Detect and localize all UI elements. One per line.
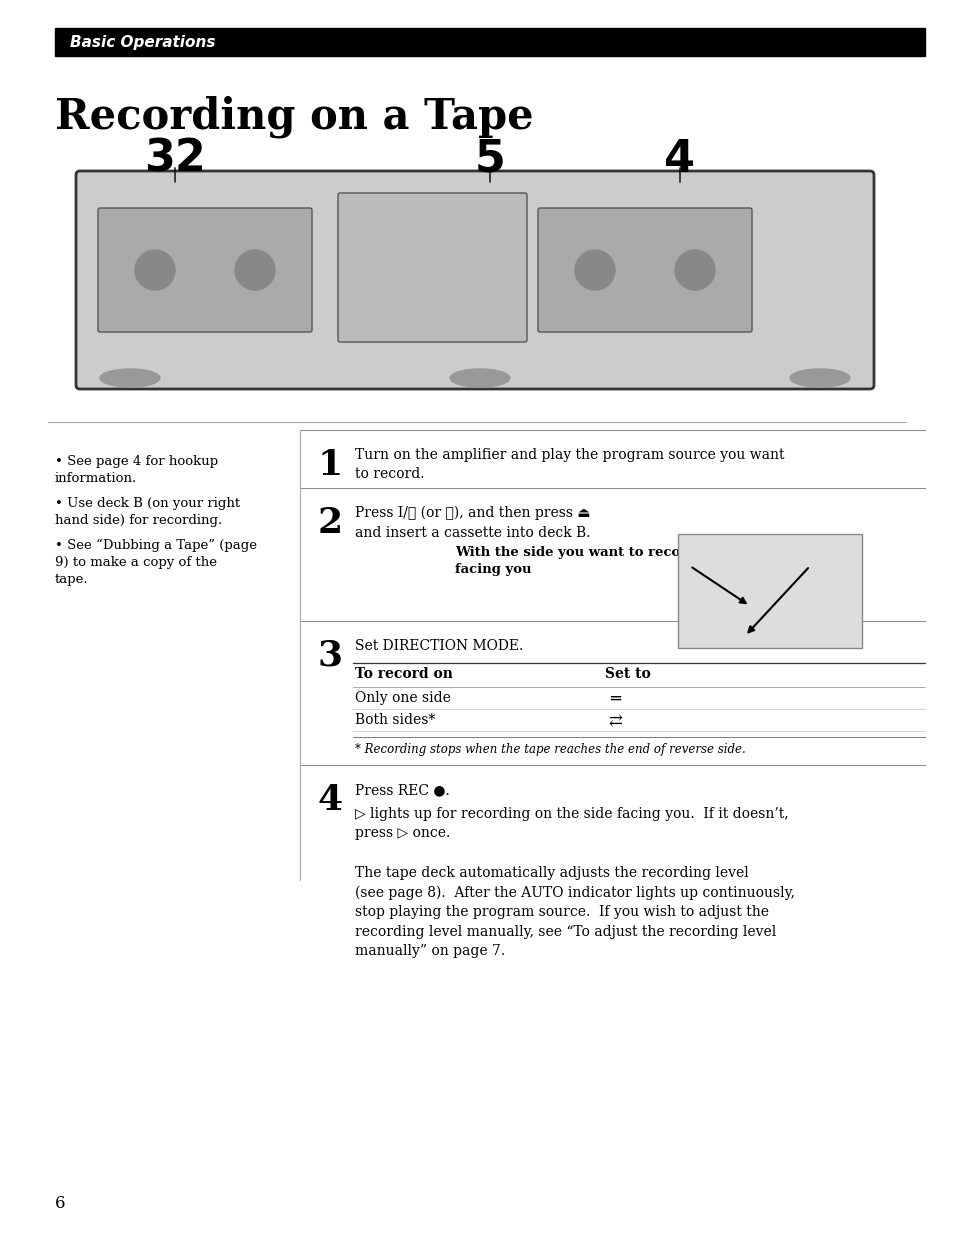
Text: 6: 6 xyxy=(55,1195,66,1212)
Circle shape xyxy=(135,250,174,290)
Text: Press I/➀ (or ➀), and then press ⏏
and insert a cassette into deck B.: Press I/➀ (or ➀), and then press ⏏ and i… xyxy=(355,506,590,540)
Text: Set DIRECTION MODE.: Set DIRECTION MODE. xyxy=(355,639,522,653)
Ellipse shape xyxy=(100,369,160,387)
Text: Recording on a Tape: Recording on a Tape xyxy=(55,95,533,138)
FancyBboxPatch shape xyxy=(55,28,924,55)
Text: With the side you want to record
facing you: With the side you want to record facing … xyxy=(455,546,696,576)
Ellipse shape xyxy=(450,369,510,387)
Circle shape xyxy=(575,250,615,290)
Text: 1: 1 xyxy=(317,448,343,482)
Text: ═: ═ xyxy=(609,690,619,708)
Text: Set to: Set to xyxy=(604,667,650,681)
FancyBboxPatch shape xyxy=(537,208,751,332)
Circle shape xyxy=(234,250,274,290)
Ellipse shape xyxy=(789,369,849,387)
Text: Basic Operations: Basic Operations xyxy=(70,36,215,51)
Text: To record on: To record on xyxy=(355,667,453,681)
Text: Turn on the amplifier and play the program source you want
to record.: Turn on the amplifier and play the progr… xyxy=(355,448,783,482)
Text: 2: 2 xyxy=(317,506,343,540)
FancyBboxPatch shape xyxy=(76,171,873,388)
Text: Both sides*: Both sides* xyxy=(355,713,435,727)
Text: 4: 4 xyxy=(317,783,343,817)
FancyBboxPatch shape xyxy=(678,534,862,649)
Text: 5: 5 xyxy=(474,138,505,181)
FancyBboxPatch shape xyxy=(98,208,312,332)
Text: Only one side: Only one side xyxy=(355,690,451,705)
Text: ⇄: ⇄ xyxy=(607,713,621,730)
Text: 3: 3 xyxy=(317,639,343,673)
Circle shape xyxy=(675,250,714,290)
Text: • See page 4 for hookup
information.: • See page 4 for hookup information. xyxy=(55,455,218,485)
Text: ▷ lights up for recording on the side facing you.  If it doesn’t,
press ▷ once.
: ▷ lights up for recording on the side fa… xyxy=(355,808,794,958)
Text: * Recording stops when the tape reaches the end of reverse side.: * Recording stops when the tape reaches … xyxy=(355,743,745,756)
Text: Press REC ●.: Press REC ●. xyxy=(355,783,449,797)
Text: 4: 4 xyxy=(664,138,695,181)
FancyBboxPatch shape xyxy=(337,194,526,342)
Text: • Use deck B (on your right
hand side) for recording.: • Use deck B (on your right hand side) f… xyxy=(55,497,240,526)
Text: • See “Dubbing a Tape” (page
9) to make a copy of the
tape.: • See “Dubbing a Tape” (page 9) to make … xyxy=(55,539,256,586)
Text: 32: 32 xyxy=(144,138,206,181)
